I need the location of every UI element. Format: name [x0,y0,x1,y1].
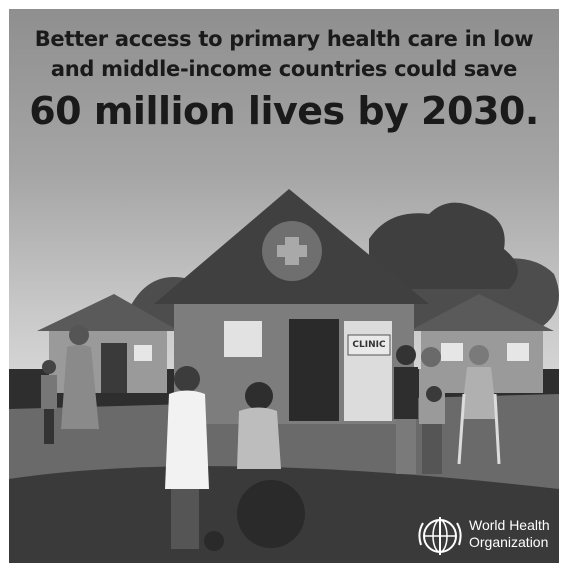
who-emblem-icon [418,517,462,555]
clinic-window [224,321,262,357]
man-body [394,367,418,419]
left-house-roof [37,294,179,331]
headline-line-2: and middle-income countries could save [50,57,518,81]
baby-icon [426,386,442,402]
who-logo: World Health Organization [417,515,557,557]
right-house-window-2 [507,343,529,361]
man-legs [396,419,416,474]
clinic-sign-board [347,334,391,356]
crutch-right [493,393,501,465]
patient-head [245,382,273,410]
wheelchair-wheel [237,480,305,548]
left-house-window [134,345,152,361]
child-legs [44,409,54,444]
illustration-scene [9,189,559,563]
wheelchair-front-wheel [204,531,224,551]
clinic-sign: CLINIC [352,340,386,350]
right-house-window-1 [441,343,463,361]
headline-line-1: Better access to primary health care in … [34,27,534,51]
left-house-door [101,343,127,393]
doctor-head [174,366,200,392]
headline-line-3: 60 million lives by 2030. [29,89,539,133]
child-body [41,375,57,409]
patient-body [237,407,281,469]
right-house-roof [409,294,554,331]
parent-head [421,347,441,367]
who-name-line-2: Organization [469,534,549,550]
woman-crutches-body [461,367,497,419]
clinic-doorway [289,319,339,421]
who-name: World Health Organization [469,517,550,551]
child-head [42,360,56,374]
who-name-line-1: World Health [469,517,550,533]
tree-cloud [369,202,518,289]
woman-body [61,345,99,429]
woman-head [69,325,89,345]
crutch-left [457,393,466,465]
parent-legs [422,424,442,474]
clinic-cross-icon [277,237,307,265]
doctor-coat [165,390,209,489]
infographic: Better access to primary health care in … [9,9,559,563]
man-head [396,345,416,365]
woman-crutches-head [469,345,489,365]
doctor-legs [171,489,199,549]
